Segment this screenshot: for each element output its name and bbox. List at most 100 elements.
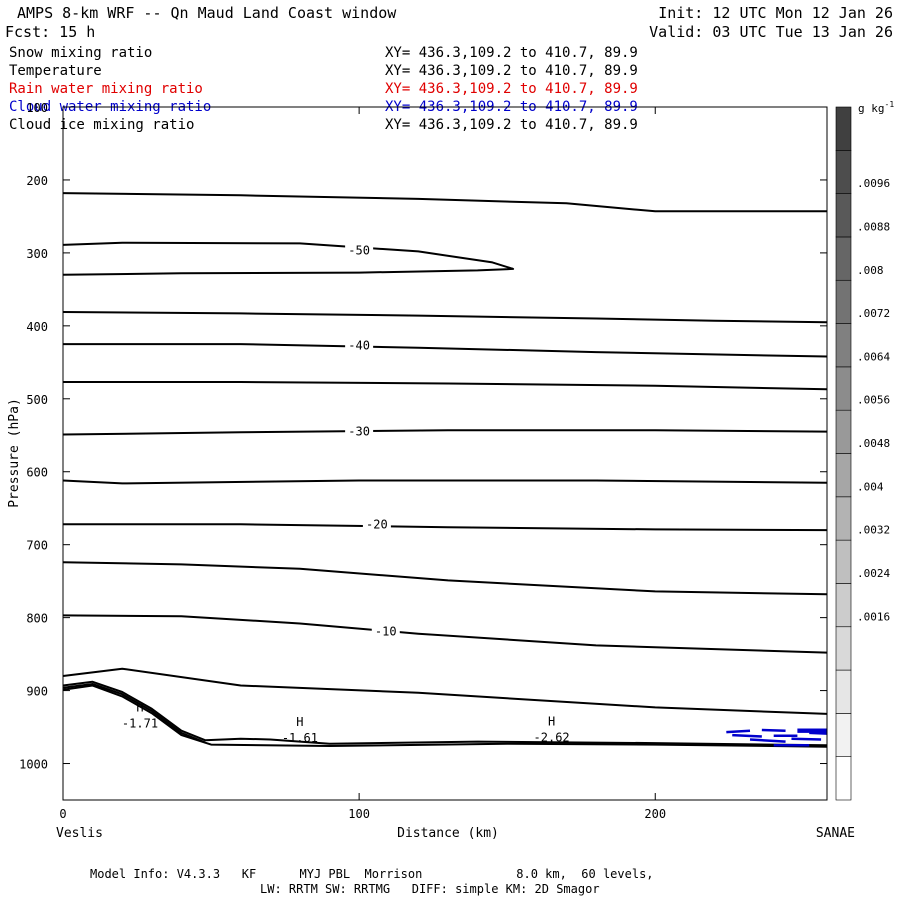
isotherm-g [62, 479, 828, 485]
contour-label-bg [345, 423, 374, 439]
colorbar-label: .0072 [857, 307, 890, 320]
colorbar-label: .008 [857, 264, 884, 277]
y-tick-label: 200 [26, 174, 48, 188]
colorbar-swatch [835, 756, 852, 801]
init-time: Init: 12 UTC Mon 12 Jan 26 [658, 4, 893, 22]
high-value: -1.71 [122, 717, 158, 731]
x-axis: 0 100 200 [59, 107, 666, 821]
colorbar-swatch [835, 539, 852, 584]
colorbar-swatch [835, 150, 852, 194]
plot-frame [62, 106, 828, 801]
high-symbol: H [548, 714, 555, 728]
contour-label-layer: -50 -40 -30 -20 -10 [345, 242, 400, 639]
high-value: -1.61 [282, 731, 318, 745]
colorbar-label: .0096 [857, 177, 890, 190]
contour-label-bg [345, 337, 374, 353]
isotherm-d [63, 343, 828, 358]
colorbar-swatch [835, 453, 852, 498]
y-axis-label: Pressure (hPa) [7, 398, 22, 508]
x-tick-label: 100 [348, 807, 370, 821]
figure-title: AMPS 8-km WRF -- Qn Maud Land Coast wind… [17, 4, 397, 22]
y-tick-label: 100 [26, 101, 48, 115]
y-tick-label: 1000 [19, 758, 48, 772]
cloud-water-dash [761, 728, 786, 732]
contour-label: -50 [348, 244, 370, 258]
isotherm-m [62, 683, 206, 744]
y-tick-label: 600 [26, 466, 48, 480]
colorbar-unit: g kg-1 [858, 100, 894, 115]
field-xy: XY= 436.3,109.2 to 410.7, 89.9 [385, 81, 638, 97]
isotherm-i [62, 561, 828, 596]
isotherm-a [62, 192, 827, 213]
isotherm-f [62, 429, 828, 436]
colorbar-label: .0056 [857, 394, 890, 407]
contour-label: -10 [375, 624, 397, 638]
x-right-endpoint: SANAE [816, 826, 855, 841]
field-name: Cloud ice mixing ratio [9, 117, 194, 133]
field-name: Snow mixing ratio [9, 45, 152, 61]
cloud-water-block [797, 728, 827, 733]
y-tick-label: 700 [26, 539, 48, 553]
isotherm-c [62, 311, 828, 324]
model-info-line-2: LW: RRTM SW: RRTMG DIFF: simple KM: 2D S… [260, 882, 600, 896]
colorbar-swatch [835, 409, 852, 454]
colorbar-swatch [835, 669, 852, 714]
y-tick-label: 300 [26, 247, 48, 261]
colorbar-swatch [835, 583, 852, 628]
contour-label: -40 [348, 339, 370, 353]
isotherm-k [62, 667, 828, 715]
colorbar-label: .004 [857, 480, 884, 493]
y-tick-label: 900 [26, 685, 48, 699]
contour-label: -30 [348, 425, 370, 439]
y-tick-label: 800 [26, 612, 48, 626]
colorbar-swatch [835, 193, 852, 238]
x-left-endpoint: Veslis [56, 826, 103, 841]
contour-label: -20 [366, 517, 388, 531]
field-legend: Snow mixing ratio XY= 436.3,109.2 to 410.… [9, 45, 638, 133]
cloud-water-dash [749, 738, 786, 743]
model-info-line-1: Model Info: V4.3.3 KF MYJ PBL Morrison 8… [90, 867, 654, 881]
x-tick-label: 0 [59, 807, 66, 821]
plot-area: -50 -40 -30 -20 -10 H -1.71 H -1.61 H -2.62 100 20… [19, 101, 828, 821]
cloud-water-dash [726, 729, 751, 734]
colorbar-swatch [835, 713, 852, 757]
field-name: Rain water mixing ratio [9, 81, 203, 97]
valid-time: Valid: 03 UTC Tue 13 Jan 26 [649, 23, 893, 41]
colorbar-swatch [835, 626, 852, 671]
colorbar-label: .0032 [857, 524, 890, 537]
high-symbol: H [136, 701, 143, 715]
colorbar-label: .0088 [857, 220, 890, 233]
isotherm-l [62, 680, 828, 747]
colorbar-unit-base: g kg [858, 102, 885, 115]
field-xy: XY= 436.3,109.2 to 410.7, 89.9 [385, 45, 638, 61]
field-xy: XY= 436.3,109.2 to 410.7, 89.9 [385, 117, 638, 133]
y-tick-label: 400 [26, 320, 48, 334]
field-xy: XY= 436.3,109.2 to 410.7, 89.9 [385, 63, 638, 79]
isotherm-h [63, 523, 828, 532]
cloud-water-dash [732, 733, 762, 738]
high-symbol: H [296, 715, 303, 729]
colorbar-swatch [835, 366, 852, 411]
colorbar-unit-exponent: -1 [885, 100, 895, 109]
isotherm-e [63, 381, 828, 391]
forecast-hour: Fcst: 15 h [5, 23, 95, 41]
y-tick-label: 500 [26, 393, 48, 407]
colorbar-swatch [835, 279, 852, 324]
contour-label-bg [345, 242, 374, 258]
colorbar-label: .0016 [857, 610, 890, 623]
cloud-water-layer [726, 728, 828, 747]
isotherm-layer [62, 192, 828, 748]
high-value: -2.62 [534, 730, 570, 744]
isotherm-j [62, 614, 828, 654]
colorbar-label: .0048 [857, 437, 890, 450]
isotherm-b [62, 241, 515, 276]
high-marker-layer: H -1.71 H -1.61 H -2.62 [122, 701, 570, 746]
colorbar-swatch [835, 106, 852, 151]
x-axis-label: Distance (km) [397, 826, 499, 841]
isotherm-n [62, 684, 828, 748]
contour-label-bg [371, 623, 400, 639]
field-name: Temperature [9, 63, 102, 79]
cloud-water-dash [809, 731, 828, 735]
x-tick-label: 200 [644, 807, 666, 821]
